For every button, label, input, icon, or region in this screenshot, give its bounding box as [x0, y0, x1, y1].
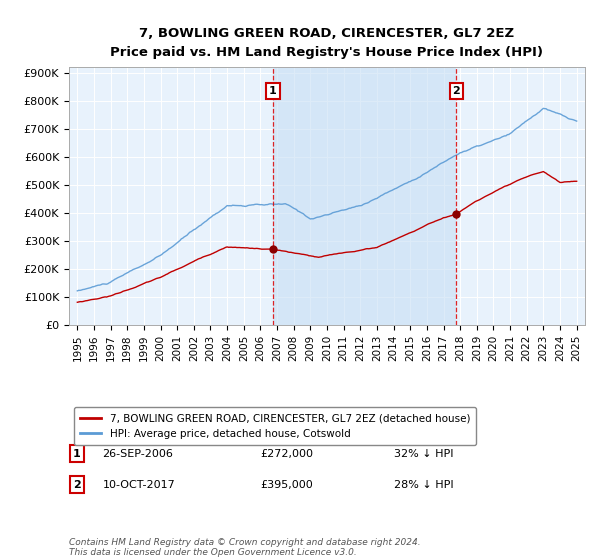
Text: 2: 2 [452, 86, 460, 96]
Text: £272,000: £272,000 [260, 449, 313, 459]
Legend: 7, BOWLING GREEN ROAD, CIRENCESTER, GL7 2EZ (detached house), HPI: Average price: 7, BOWLING GREEN ROAD, CIRENCESTER, GL7 … [74, 407, 476, 445]
Bar [273, 67, 457, 325]
Title: 7, BOWLING GREEN ROAD, CIRENCESTER, GL7 2EZ
Price paid vs. HM Land Registry's Ho: 7, BOWLING GREEN ROAD, CIRENCESTER, GL7 … [110, 27, 544, 59]
Text: £395,000: £395,000 [260, 479, 313, 489]
Text: 26-SEP-2006: 26-SEP-2006 [103, 449, 173, 459]
Text: 2: 2 [73, 479, 80, 489]
Text: 1: 1 [269, 86, 277, 96]
Text: 28% ↓ HPI: 28% ↓ HPI [394, 479, 454, 489]
Text: Contains HM Land Registry data © Crown copyright and database right 2024.
This d: Contains HM Land Registry data © Crown c… [69, 538, 421, 557]
Text: 10-OCT-2017: 10-OCT-2017 [103, 479, 175, 489]
Text: 32% ↓ HPI: 32% ↓ HPI [394, 449, 454, 459]
Text: 1: 1 [73, 449, 80, 459]
